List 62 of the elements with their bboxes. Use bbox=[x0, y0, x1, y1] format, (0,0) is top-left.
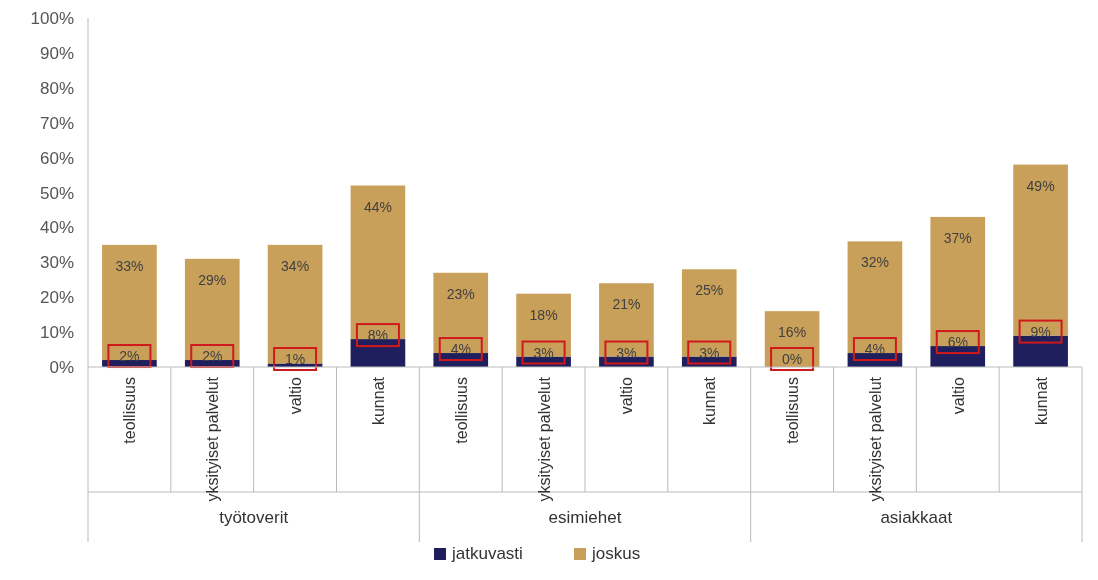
bar bbox=[350, 185, 406, 340]
text: työtoverit bbox=[219, 508, 289, 527]
bar bbox=[847, 241, 903, 354]
data-label: 1% bbox=[284, 351, 306, 367]
y-tick-label: 100% bbox=[30, 9, 74, 28]
data-label: 8% bbox=[367, 327, 389, 344]
data-label: 3% bbox=[533, 344, 554, 361]
bar bbox=[184, 258, 240, 361]
data-label: 25% bbox=[695, 282, 724, 299]
data-label: 34% bbox=[281, 257, 310, 274]
data-label: 9% bbox=[1030, 323, 1051, 340]
data-label: 32% bbox=[860, 254, 889, 271]
data-label: 37% bbox=[943, 229, 972, 246]
data-label: 44% bbox=[363, 198, 392, 215]
data-label: 33% bbox=[115, 257, 144, 274]
bar bbox=[1013, 164, 1068, 336]
x-tick-label: teollisuus bbox=[452, 377, 470, 444]
x-tick-label: teollisuus bbox=[121, 377, 139, 444]
x-tick-label: kunnat bbox=[701, 376, 719, 426]
bar bbox=[599, 283, 654, 357]
data-label: 21% bbox=[612, 296, 641, 313]
y-tick-label: 0% bbox=[49, 358, 74, 377]
data-label: 2% bbox=[202, 348, 223, 365]
text: asiakkaat bbox=[880, 508, 953, 527]
y-tick-label: 30% bbox=[39, 253, 74, 273]
bar bbox=[930, 216, 986, 347]
y-tick-label: 50% bbox=[39, 183, 74, 203]
data-label: 49% bbox=[1026, 177, 1055, 194]
bar bbox=[433, 272, 489, 354]
data-label: 2% bbox=[119, 348, 140, 365]
text: esimiehet bbox=[548, 508, 622, 527]
data-label: 29% bbox=[198, 271, 227, 288]
y-tick-label: 20% bbox=[39, 288, 74, 308]
legend-label: joskus bbox=[591, 544, 641, 563]
data-label: 16% bbox=[778, 324, 807, 341]
x-tick-label: valtio bbox=[949, 376, 967, 415]
x-tick-label: yksityiset palvelut bbox=[204, 376, 222, 502]
legend-label: jatkuvasti bbox=[451, 544, 523, 563]
data-label: 6% bbox=[947, 334, 968, 351]
data-label: 3% bbox=[616, 344, 637, 361]
x-tick-label: valtio bbox=[618, 376, 636, 415]
data-label: 18% bbox=[529, 306, 558, 323]
y-tick-label: 70% bbox=[39, 113, 74, 133]
data-label: 23% bbox=[446, 285, 475, 302]
bar bbox=[102, 244, 157, 361]
y-tick-label: 60% bbox=[39, 148, 74, 168]
x-tick-label: valtio bbox=[287, 376, 305, 415]
x-tick-label: yksityiset palvelut bbox=[866, 376, 884, 502]
data-label: 0% bbox=[781, 351, 803, 367]
y-tick-label: 80% bbox=[39, 78, 74, 98]
x-tick-label: kunnat bbox=[1032, 376, 1050, 426]
x-tick-label: yksityiset palvelut bbox=[535, 376, 553, 502]
y-tick-label: 10% bbox=[39, 323, 74, 343]
x-tick-label: kunnat bbox=[369, 376, 387, 426]
bar bbox=[681, 269, 737, 357]
y-tick-label: 40% bbox=[39, 218, 74, 238]
data-label: 3% bbox=[699, 344, 720, 361]
data-label: 4% bbox=[450, 341, 471, 358]
y-tick-label: 90% bbox=[39, 43, 74, 63]
bar bbox=[267, 244, 323, 364]
x-tick-label: teollisuus bbox=[784, 377, 802, 444]
data-label: 4% bbox=[864, 341, 886, 358]
